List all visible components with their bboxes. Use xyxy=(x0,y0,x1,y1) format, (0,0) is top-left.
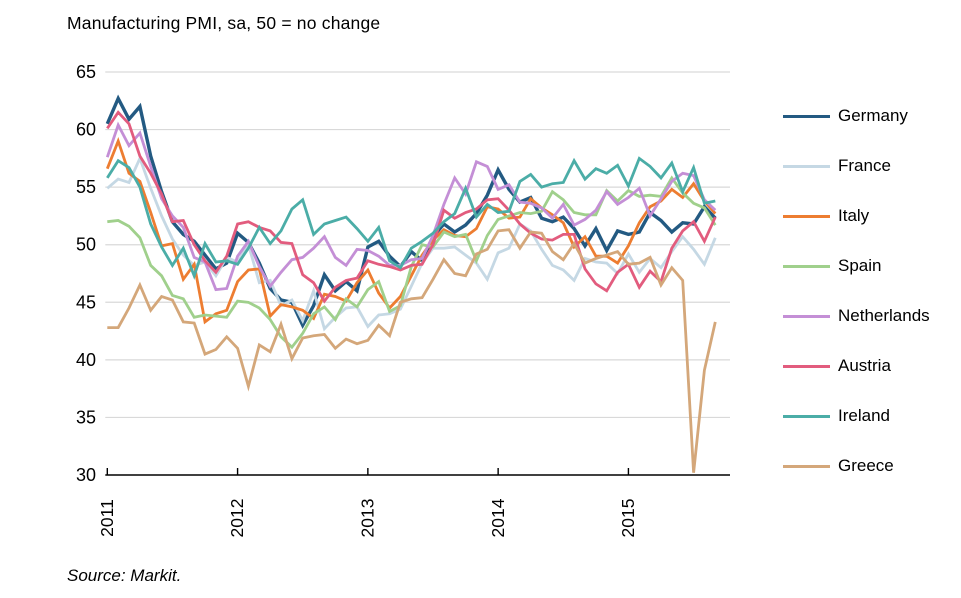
legend-label-ireland: Ireland xyxy=(838,406,890,425)
legend-label-italy: Italy xyxy=(838,206,870,225)
series-line-netherlands xyxy=(105,121,717,292)
legend-item-spain: Spain xyxy=(783,241,958,291)
chart-title: Manufacturing PMI, sa, 50 = no change xyxy=(67,13,381,33)
legend-label-france: France xyxy=(838,156,891,175)
x-tick-label-2011: 2011 xyxy=(97,499,117,537)
legend-item-austria: Austria xyxy=(783,341,958,391)
x-tick-label-2012: 2012 xyxy=(227,499,247,538)
legend-item-greece: Greece xyxy=(783,441,958,491)
legend-label-spain: Spain xyxy=(838,256,882,275)
legend-swatch-austria xyxy=(783,364,830,368)
legend-label-greece: Greece xyxy=(838,456,894,475)
legend-swatch-ireland xyxy=(783,414,830,418)
series-line-austria xyxy=(106,110,717,304)
series-line-ireland xyxy=(106,156,716,280)
series-line-france xyxy=(106,154,717,332)
legend-item-netherlands: Netherlands xyxy=(783,291,958,341)
legend-item-ireland: Ireland xyxy=(783,391,958,441)
y-tick-label-50: 50 xyxy=(76,235,96,255)
legend-swatch-greece xyxy=(783,464,830,468)
legend-item-germany: Germany xyxy=(783,91,958,141)
legend-item-france: France xyxy=(783,141,958,191)
source-note: Source: Markit. xyxy=(67,566,182,585)
legend-swatch-italy xyxy=(783,214,830,218)
legend-swatch-france xyxy=(783,164,830,168)
y-tick-label-30: 30 xyxy=(76,465,96,485)
series-line-germany xyxy=(105,94,717,330)
legend-label-austria: Austria xyxy=(838,356,891,375)
y-tick-label-35: 35 xyxy=(76,407,96,427)
y-tick-label-60: 60 xyxy=(76,120,96,140)
y-tick-label-45: 45 xyxy=(76,292,96,312)
legend-item-italy: Italy xyxy=(783,191,958,241)
x-tick-label-2013: 2013 xyxy=(357,499,377,538)
legend-swatch-spain xyxy=(783,264,830,268)
x-tick-label-2014: 2014 xyxy=(488,498,508,537)
legend-swatch-netherlands xyxy=(783,314,830,318)
y-tick-label-40: 40 xyxy=(76,350,96,370)
y-tick-label-55: 55 xyxy=(76,177,96,197)
legend-label-germany: Germany xyxy=(838,106,908,125)
chart-legend: Germany France Italy Spain Netherlands Austri… xyxy=(783,91,958,491)
legend-swatch-germany xyxy=(783,114,830,118)
series-line-greece xyxy=(107,228,717,473)
legend-label-netherlands: Netherlands xyxy=(838,306,930,325)
series-line-italy xyxy=(105,137,717,325)
y-tick-label-65: 65 xyxy=(76,62,96,82)
x-tick-label-2015: 2015 xyxy=(618,499,638,538)
